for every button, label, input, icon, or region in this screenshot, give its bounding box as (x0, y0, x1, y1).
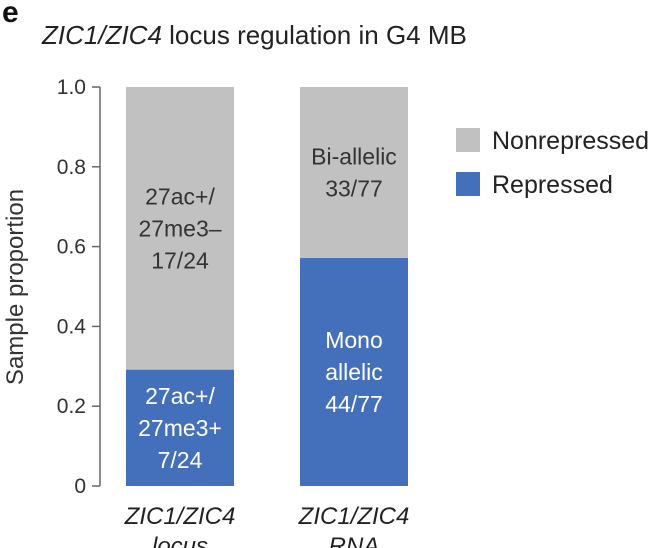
bar-data-label: 27ac+/ (145, 383, 215, 409)
legend: Nonrepressed Repressed (456, 127, 649, 199)
bar-data-label: 27me3+ (138, 415, 222, 441)
y-tick-label: 0 (74, 475, 86, 498)
category-label-line2: locus (152, 533, 208, 548)
y-tick-label: 0.8 (57, 156, 86, 179)
category-label-line1: ZIC1/ZIC4 (124, 503, 236, 530)
y-tick-label: 0.6 (57, 236, 86, 259)
y-tick-label: 1.0 (57, 76, 86, 99)
y-tick-label: 0.2 (57, 395, 86, 418)
chart-title-italic: ZIC1/ZIC4 (41, 20, 162, 50)
chart-title: ZIC1/ZIC4 locus regulation in G4 MB (41, 20, 467, 50)
bar-data-label: Mono (325, 327, 383, 353)
bar-data-label: Bi-allelic (311, 144, 397, 170)
legend-label-nonrepressed: Nonrepressed (492, 127, 649, 155)
bar-data-label: 33/77 (325, 176, 383, 202)
bar-labels: 27ac+/ 27me3+ 7/24 27ac+/ 27me3– 17/24 Mono all… (138, 144, 397, 473)
chart-title-rest: locus regulation in G4 MB (162, 20, 467, 50)
y-axis: 0 0.2 0.4 0.6 0.8 1.0 (57, 76, 101, 498)
bars (126, 87, 408, 486)
panel-letter: e (2, 0, 19, 29)
legend-swatch-repressed (456, 172, 480, 196)
bar-data-label: 27me3– (138, 215, 221, 241)
category-label-line2: RNA (329, 533, 380, 548)
bar-data-label: 44/77 (325, 391, 383, 417)
y-tick-label: 0.4 (57, 315, 87, 338)
bar-data-label: 7/24 (158, 447, 203, 473)
bar-data-label: 27ac+/ (145, 183, 215, 209)
legend-swatch-nonrepressed (456, 128, 480, 152)
bar-segment-repressed (126, 369, 234, 486)
bar-segment-repressed (300, 258, 408, 486)
bar-data-label: 17/24 (151, 247, 209, 273)
bar-data-label: allelic (325, 359, 383, 385)
bar-segment-nonrepressed (300, 87, 408, 259)
category-label-line1: ZIC1/ZIC4 (298, 503, 410, 530)
legend-label-repressed: Repressed (492, 171, 613, 199)
bar-segment-nonrepressed (126, 87, 234, 370)
y-axis-label: Sample proportion (2, 189, 29, 385)
category-labels: ZIC1/ZIC4 locus ZIC1/ZIC4 RNA (124, 503, 410, 548)
